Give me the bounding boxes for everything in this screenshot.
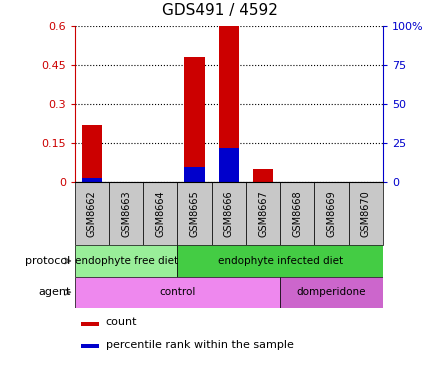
Text: GSM8670: GSM8670 — [361, 190, 370, 237]
Bar — [82, 125, 102, 183]
Bar — [81, 322, 99, 326]
Bar — [75, 245, 177, 277]
Bar — [314, 183, 348, 245]
Bar — [212, 183, 246, 245]
Bar — [177, 183, 212, 245]
Text: GSM8667: GSM8667 — [258, 190, 268, 237]
Text: GSM8664: GSM8664 — [155, 191, 165, 237]
Bar — [219, 148, 239, 183]
Bar — [109, 183, 143, 245]
Bar — [184, 57, 205, 183]
Bar — [219, 26, 239, 183]
Text: control: control — [159, 287, 196, 297]
Text: GSM8666: GSM8666 — [224, 191, 234, 237]
Bar — [253, 169, 273, 183]
Text: GDS491 / 4592: GDS491 / 4592 — [162, 3, 278, 18]
Text: GSM8663: GSM8663 — [121, 191, 131, 237]
Bar — [184, 167, 205, 183]
Text: GSM8665: GSM8665 — [190, 190, 200, 237]
Text: count: count — [106, 317, 137, 327]
Text: agent: agent — [38, 287, 70, 297]
Bar — [246, 183, 280, 245]
Bar — [143, 183, 177, 245]
Bar — [177, 245, 383, 277]
Bar — [75, 277, 280, 308]
Bar — [348, 183, 383, 245]
Bar — [75, 183, 109, 245]
Text: protocol: protocol — [25, 256, 70, 266]
Text: GSM8662: GSM8662 — [87, 190, 97, 237]
Bar — [81, 344, 99, 348]
Bar — [280, 183, 314, 245]
Text: domperidone: domperidone — [297, 287, 366, 297]
Text: endophyte infected diet: endophyte infected diet — [217, 256, 343, 266]
Text: GSM8669: GSM8669 — [326, 191, 337, 237]
Text: percentile rank within the sample: percentile rank within the sample — [106, 340, 293, 350]
Bar — [82, 178, 102, 183]
Text: GSM8668: GSM8668 — [292, 191, 302, 237]
Bar — [280, 277, 383, 308]
Text: endophyte free diet: endophyte free diet — [74, 256, 178, 266]
